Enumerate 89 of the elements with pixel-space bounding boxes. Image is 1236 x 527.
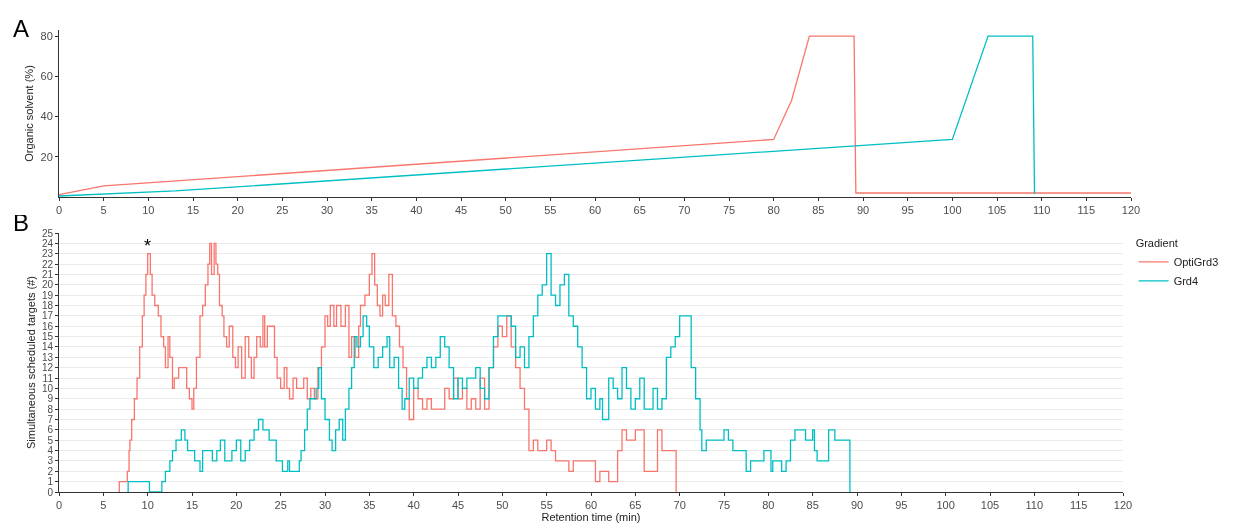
x-tick-label: 35 <box>363 499 376 512</box>
x-tick-label: 95 <box>895 499 908 512</box>
y-tick-label: 13 <box>41 351 54 363</box>
y-tick-label: 5 <box>47 434 54 446</box>
y-tick-label: 2 <box>47 465 54 477</box>
x-tick-label: 120 <box>1113 499 1133 512</box>
x-tick-label: 10 <box>142 204 155 217</box>
x-tick-label: 30 <box>320 204 334 217</box>
x-tick-label: 0 <box>55 204 63 217</box>
y-axis-title: Organic solvent (%) <box>23 65 36 162</box>
x-tick-label: 30 <box>318 499 332 512</box>
x-tick-label: 85 <box>806 499 819 512</box>
x-tick-label: 65 <box>633 204 646 217</box>
y-tick-label: 23 <box>41 248 54 260</box>
y-tick-label: 20 <box>41 279 54 291</box>
x-tick-label: 10 <box>141 499 154 512</box>
x-tick-label: 35 <box>365 204 378 217</box>
x-tick-label: 55 <box>544 204 557 217</box>
x-tick-label: 70 <box>678 204 691 217</box>
x-tick-label: 45 <box>451 499 465 512</box>
y-tick-label: 1 <box>47 476 54 488</box>
y-tick-label: 24 <box>41 237 54 249</box>
x-tick-label: 100 <box>936 499 955 512</box>
x-tick-label: 25 <box>276 204 289 217</box>
x-tick-label: 80 <box>762 499 775 512</box>
x-tick-label: 65 <box>629 499 642 512</box>
x-tick-label: 90 <box>850 499 864 512</box>
x-tick-label: 20 <box>231 204 244 217</box>
y-tick-label: 17 <box>41 310 54 322</box>
y-tick-label: 16 <box>41 320 54 332</box>
x-tick-label: 100 <box>943 204 962 217</box>
x-tick-label: 120 <box>1121 204 1141 217</box>
x-tick-label: 70 <box>673 499 686 512</box>
x-tick-label: 50 <box>496 499 509 512</box>
x-tick-label: 5 <box>100 499 107 512</box>
y-tick-label: 15 <box>41 331 54 343</box>
x-tick-label: 15 <box>186 204 200 217</box>
y-tick-label: 7 <box>47 413 54 425</box>
legend-title: Gradient <box>1135 237 1178 250</box>
x-tick-label: 45 <box>454 204 468 217</box>
y-tick-label: 22 <box>41 258 54 270</box>
x-tick-label: 50 <box>499 204 512 217</box>
y-tick-label: 80 <box>40 29 53 42</box>
x-tick-label: 115 <box>1077 204 1096 217</box>
y-tick-label: 14 <box>41 341 54 353</box>
y-tick-label: 20 <box>40 150 53 163</box>
y-tick-label: 19 <box>41 289 54 301</box>
x-tick-label: 40 <box>410 204 423 217</box>
y-tick-label: 0 <box>47 486 54 498</box>
y-tick-label: 6 <box>47 424 54 436</box>
x-tick-label: 60 <box>584 499 598 512</box>
x-tick-label: 80 <box>767 204 780 217</box>
x-tick-label: 15 <box>185 499 199 512</box>
x-tick-label: 90 <box>856 204 870 217</box>
y-tick-label: 25 <box>41 227 54 239</box>
y-tick-label: 18 <box>41 300 54 312</box>
x-tick-label: 115 <box>1069 499 1088 512</box>
y-tick-label: 60 <box>40 70 53 83</box>
y-tick-label: 3 <box>47 455 54 467</box>
y-tick-label: 11 <box>42 372 54 384</box>
x-tick-label: 85 <box>812 204 825 217</box>
x-tick-label: 0 <box>55 499 63 512</box>
legend-label: OptiGrd3 <box>1173 256 1219 269</box>
y-tick-label: 12 <box>41 362 54 374</box>
y-axis-title: Simultaneous scheduled targets (#) <box>24 275 37 450</box>
text: B <box>13 209 30 236</box>
y-tick-label: 10 <box>41 382 54 394</box>
x-tick-label: 25 <box>274 499 287 512</box>
y-tick-label: 40 <box>40 110 53 123</box>
x-tick-label: 110 <box>1032 204 1051 217</box>
x-tick-label: 95 <box>901 204 914 217</box>
x-tick-label: 75 <box>722 204 736 217</box>
x-tick-label: 60 <box>588 204 602 217</box>
x-tick-label: 40 <box>407 499 420 512</box>
y-tick-label: 4 <box>47 445 54 457</box>
x-tick-label: 105 <box>980 499 1000 512</box>
y-tick-label: 21 <box>41 268 54 280</box>
legend-label: Grd4 <box>1173 275 1199 288</box>
x-tick-label: 75 <box>717 499 731 512</box>
x-tick-label: 105 <box>987 204 1007 217</box>
x-tick-label: 20 <box>230 499 243 512</box>
y-tick-label: 8 <box>47 403 54 415</box>
x-tick-label: 110 <box>1025 499 1044 512</box>
x-tick-label: 55 <box>540 499 553 512</box>
x-axis-title: Retention time (min) <box>541 511 641 524</box>
x-tick-label: 5 <box>100 204 107 217</box>
annotation: * <box>144 236 152 256</box>
text: A <box>13 15 30 42</box>
y-tick-label: 9 <box>47 393 54 405</box>
